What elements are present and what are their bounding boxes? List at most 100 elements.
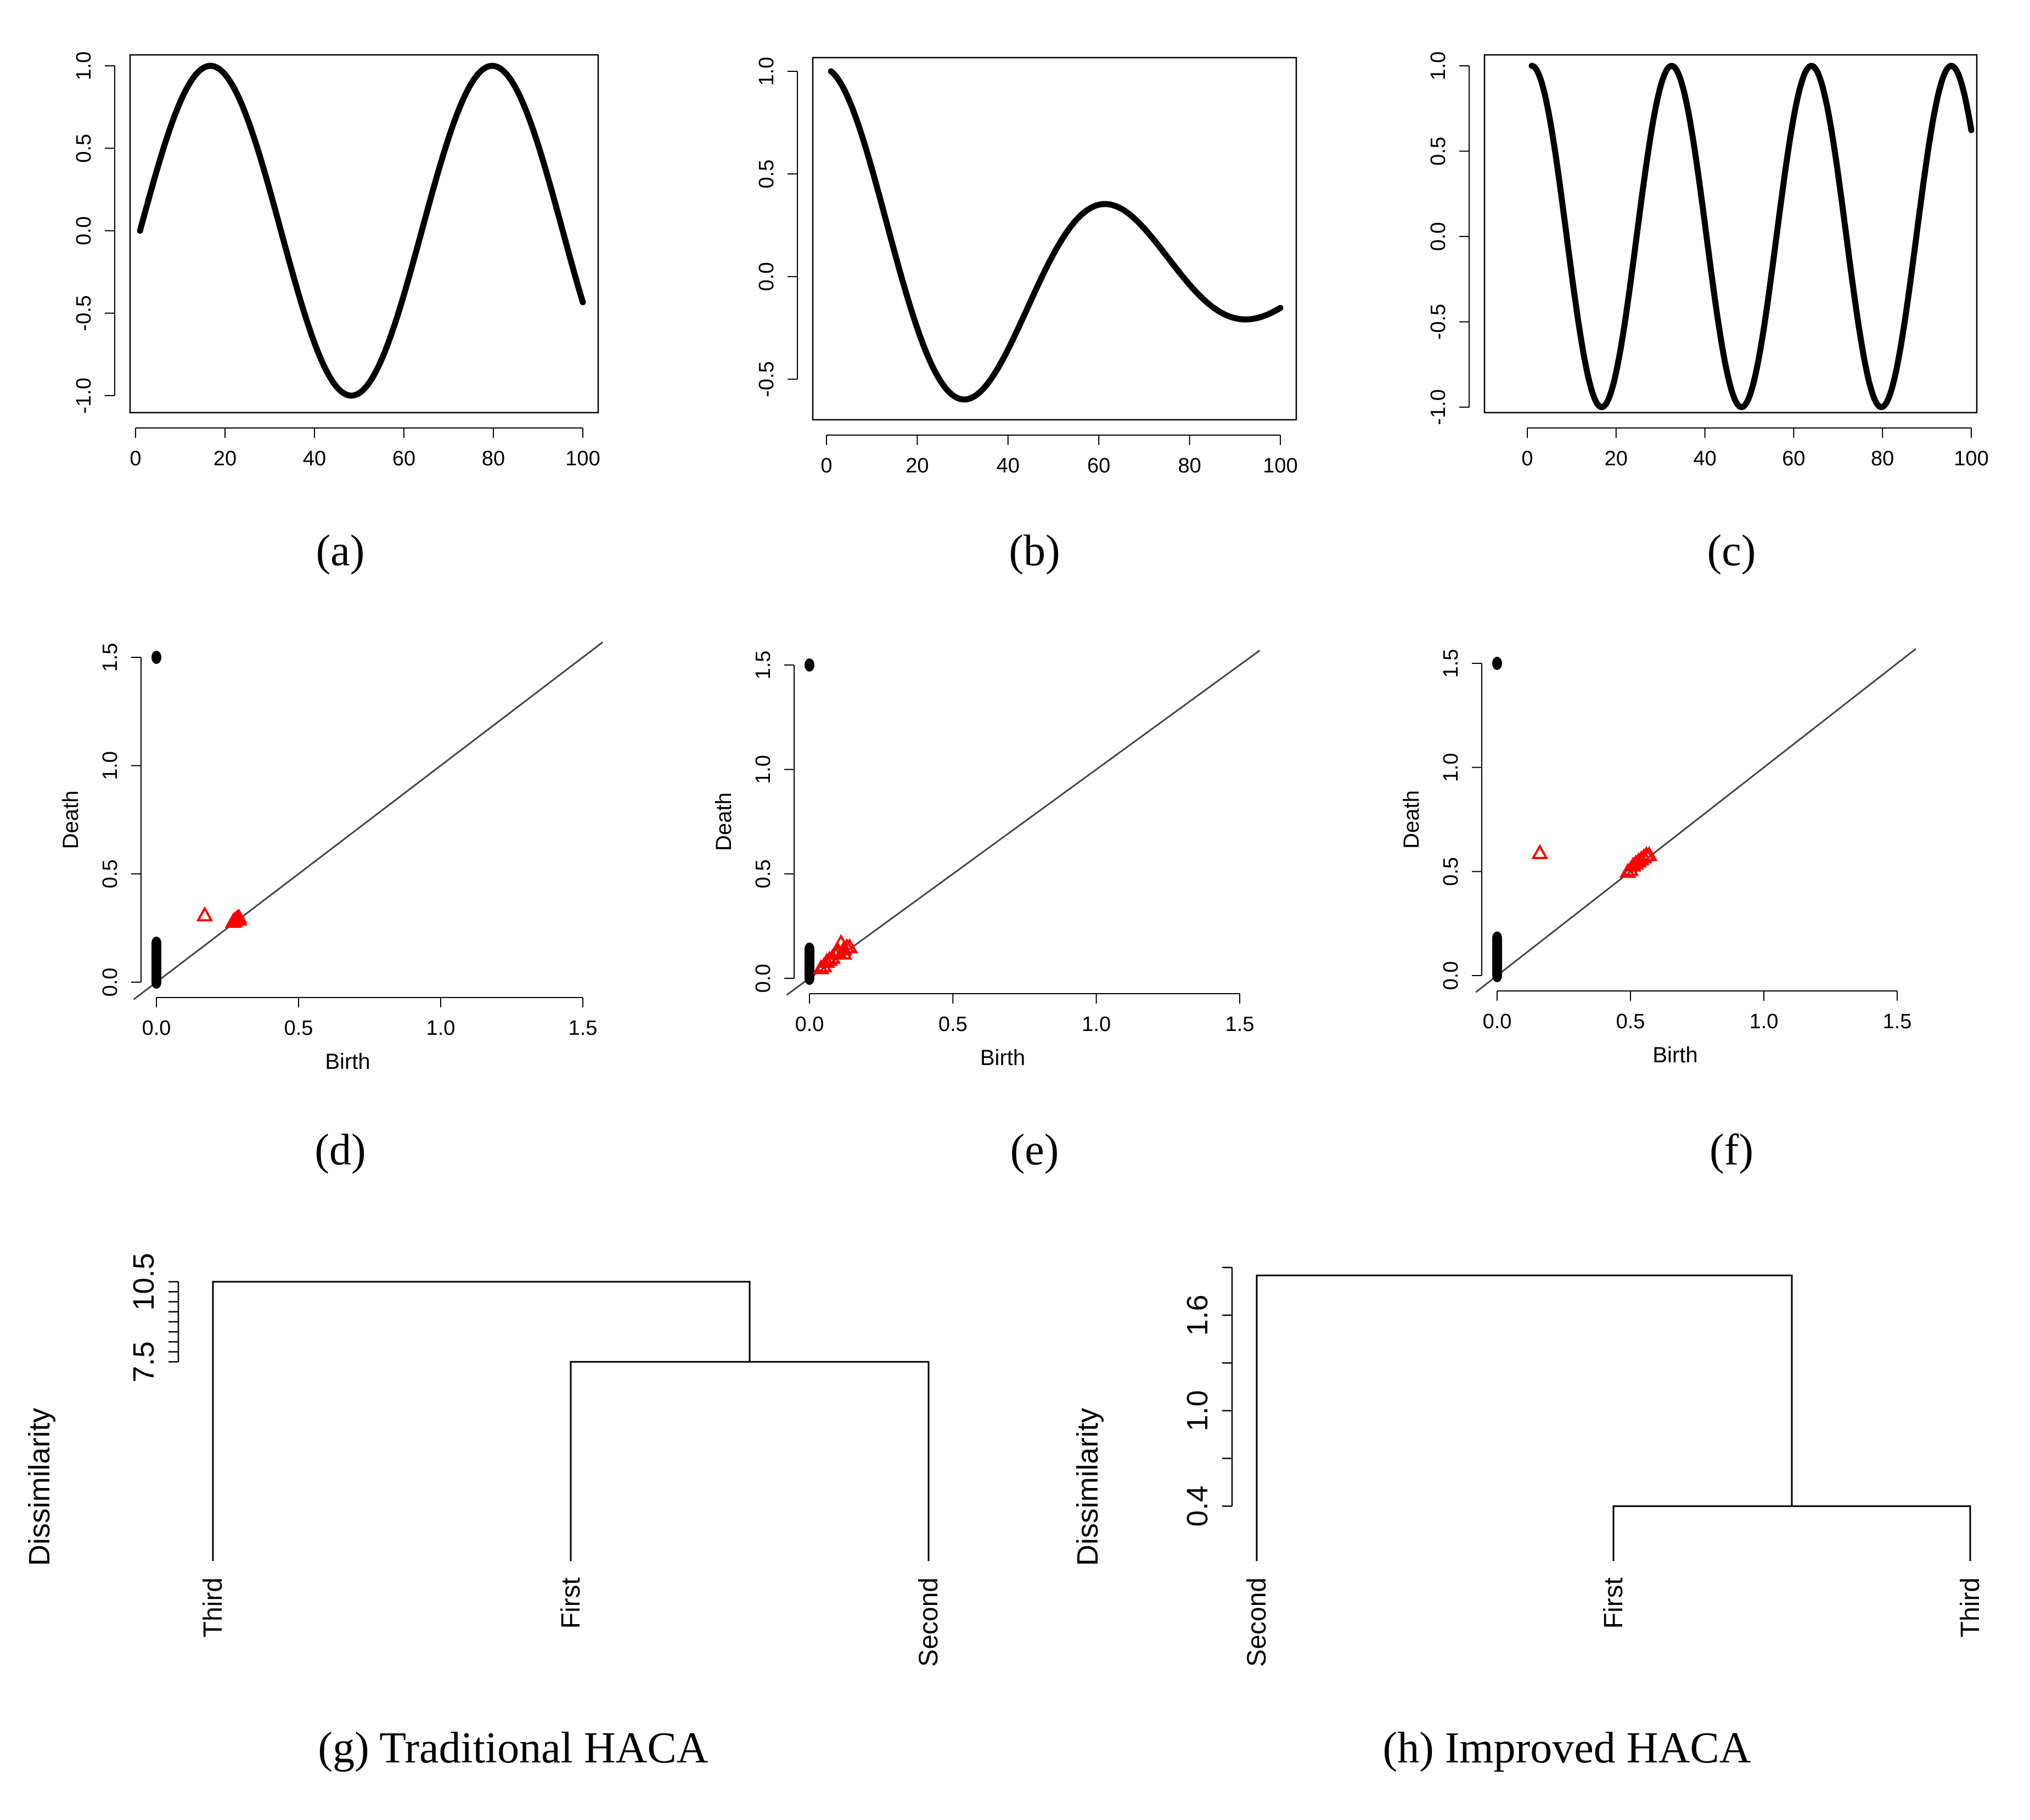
y-tick-label-b-2: 0.5 [755,160,778,189]
x-tick-label-b-1: 20 [906,454,929,477]
x-tick-label-a-1: 20 [213,447,237,470]
caption-c: (c) [1707,527,1756,575]
y-tick-label-a-1: -0.5 [72,295,95,331]
series-line-c [1528,63,1975,410]
point-f-dim1-9 [1640,846,1658,861]
x-axis-label-e: Birth [980,1046,1025,1070]
x-tick-label-b-2: 40 [997,454,1020,477]
point-e-dim1-11 [835,944,853,960]
series-line-a [137,63,586,399]
y-tick-label-c-3: 0.5 [1427,137,1450,166]
leaf-label-g-2: Second [914,1577,943,1667]
caption-h: (h) Improved HACA [1383,1724,1751,1772]
point-f-dim1-7 [1635,848,1652,864]
y-tick-label-c-4: 1.0 [1427,52,1450,81]
leaf-label-g-0: Third [199,1577,228,1637]
x-tick-label-f-3: 1.5 [1883,1010,1912,1033]
y-tick-label-a-3: 0.5 [72,134,95,163]
x-tick-label-b-5: 100 [1263,454,1297,477]
point-e-dim1-10 [841,938,858,954]
x-tick-label-a-5: 100 [565,447,600,470]
y-tick-label-f-1: 0.5 [1439,857,1463,886]
x-tick-label-e-2: 1.0 [1082,1013,1111,1036]
x-tick-label-d-3: 1.5 [569,1017,598,1040]
x-tick-label-f-0: 0.0 [1483,1010,1512,1033]
y-tick-label-e-3: 1.5 [752,651,775,680]
point-d-dim0-0 [151,651,161,664]
x-tick-label-d-1: 0.5 [284,1017,313,1040]
point-f-dim1-0 [1531,844,1549,859]
y-tick-label-b-0: -0.5 [755,361,778,397]
plot-frame-a [129,54,599,414]
y-axis-label-d: Death [59,791,83,849]
leaf-label-h-0: Second [1242,1577,1272,1667]
caption-e: (e) [1010,1126,1059,1174]
series-line-b [828,68,1284,403]
caption-d: (d) [314,1126,365,1174]
caption-f: (f) [1710,1126,1753,1174]
diagonal-line-f [1475,648,1916,993]
x-tick-label-b-4: 80 [1178,454,1201,477]
leaf-label-h-1: First [1599,1577,1628,1629]
diagonal-line-d [133,641,604,1000]
x-axis-label-d: Birth [325,1050,370,1074]
y-tick-label-a-2: 0.0 [72,216,95,245]
y-tick-label-h-0: 0.4 [1181,1485,1214,1526]
x-tick-label-f-1: 0.5 [1616,1010,1645,1033]
y-tick-label-e-2: 1.0 [752,755,775,784]
x-tick-label-f-2: 1.0 [1750,1010,1779,1033]
y-tick-label-d-2: 1.0 [99,751,122,780]
merge-link-h-2 [1256,1275,1793,1561]
point-d-dim1-0 [196,906,213,922]
y-tick-label-b-3: 1.0 [755,57,778,86]
y-axis-label-e: Death [712,792,736,851]
x-tick-label-c-5: 100 [1954,447,1988,470]
x-tick-label-c-4: 80 [1871,447,1894,470]
x-tick-label-b-0: 0 [820,454,832,477]
x-tick-label-d-0: 0.0 [142,1017,171,1040]
y-tick-label-h-2: 1.6 [1181,1294,1214,1336]
y-tick-label-d-3: 1.5 [99,643,122,672]
y-tick-label-e-0: 0.0 [752,964,775,993]
x-tick-label-c-2: 40 [1693,447,1716,470]
leaf-label-g-1: First [556,1577,586,1629]
y-tick-label-c-2: 0.0 [1427,222,1450,251]
x-axis-label-f: Birth [1652,1043,1697,1067]
y-tick-label-f-2: 1.0 [1439,753,1463,782]
x-tick-label-e-1: 0.5 [938,1013,968,1036]
point-f-dim0-19 [1492,969,1502,982]
x-tick-label-a-0: 0 [130,447,141,470]
y-tick-label-d-1: 0.5 [99,859,122,888]
x-tick-label-d-2: 1.0 [426,1017,456,1040]
point-e-dim1-2 [818,953,835,968]
y-tick-label-c-1: -0.5 [1427,304,1450,340]
y-tick-label-a-0: -1.0 [72,377,95,413]
y-axis-label-g: Dissimilarity [23,1408,56,1566]
plot-frame-b [812,57,1297,421]
y-axis-label-h: Dissimilarity [1071,1408,1104,1566]
merge-link-g-1 [570,1361,930,1561]
caption-g: (g) Traditional HACA [318,1724,708,1772]
y-tick-label-b-1: 0.0 [755,262,778,291]
x-tick-label-e-3: 1.5 [1225,1013,1255,1036]
y-tick-label-c-0: -1.0 [1427,389,1450,425]
y-tick-label-g-1: 10.5 [127,1253,160,1310]
point-f-dim0-0 [1492,657,1502,670]
plot-frame-c [1483,54,1978,414]
point-d-dim1-6 [230,910,248,926]
x-tick-label-c-1: 20 [1605,447,1628,470]
merge-link-h-1 [1612,1505,1971,1561]
y-tick-label-d-0: 0.0 [99,968,122,997]
x-tick-label-c-3: 60 [1782,447,1805,470]
y-axis-label-f: Death [1399,790,1424,849]
y-tick-label-g-0: 7.5 [127,1341,160,1382]
merge-link-g-2 [212,1281,751,1561]
x-tick-label-a-3: 60 [392,447,415,470]
x-tick-label-a-4: 80 [482,447,505,470]
caption-b: (b) [1009,527,1060,575]
x-tick-label-a-2: 40 [303,447,326,470]
y-tick-label-f-0: 0.0 [1439,961,1463,990]
x-tick-label-b-3: 60 [1087,454,1110,477]
